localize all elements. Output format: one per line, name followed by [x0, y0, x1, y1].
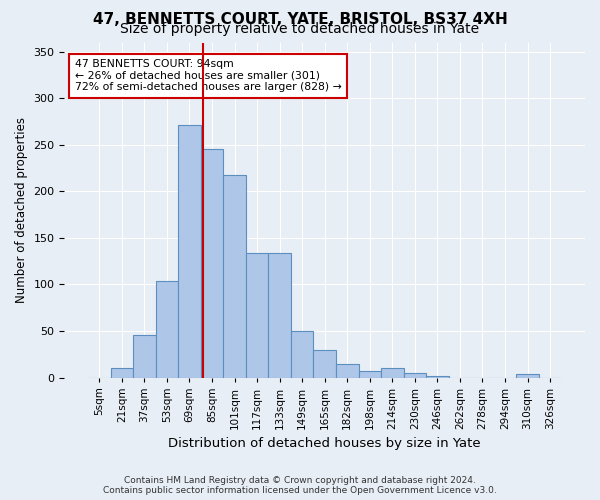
- X-axis label: Distribution of detached houses by size in Yate: Distribution of detached houses by size …: [169, 437, 481, 450]
- Bar: [516, 374, 539, 378]
- Bar: [336, 364, 359, 378]
- Bar: [426, 376, 449, 378]
- Text: 47, BENNETTS COURT, YATE, BRISTOL, BS37 4XH: 47, BENNETTS COURT, YATE, BRISTOL, BS37 …: [92, 12, 508, 26]
- Text: 47 BENNETTS COURT: 94sqm
← 26% of detached houses are smaller (301)
72% of semi-: 47 BENNETTS COURT: 94sqm ← 26% of detach…: [75, 60, 341, 92]
- Y-axis label: Number of detached properties: Number of detached properties: [15, 117, 28, 303]
- Bar: [313, 350, 336, 378]
- Bar: [201, 148, 223, 378]
- Bar: [291, 331, 313, 378]
- Bar: [404, 373, 426, 378]
- Bar: [359, 371, 381, 378]
- Text: Contains HM Land Registry data © Crown copyright and database right 2024.
Contai: Contains HM Land Registry data © Crown c…: [103, 476, 497, 495]
- Bar: [178, 126, 201, 378]
- Bar: [381, 368, 404, 378]
- Bar: [110, 368, 133, 378]
- Text: Size of property relative to detached houses in Yate: Size of property relative to detached ho…: [121, 22, 479, 36]
- Bar: [268, 253, 291, 378]
- Bar: [155, 280, 178, 378]
- Bar: [133, 334, 155, 378]
- Bar: [223, 174, 246, 378]
- Bar: [246, 253, 268, 378]
